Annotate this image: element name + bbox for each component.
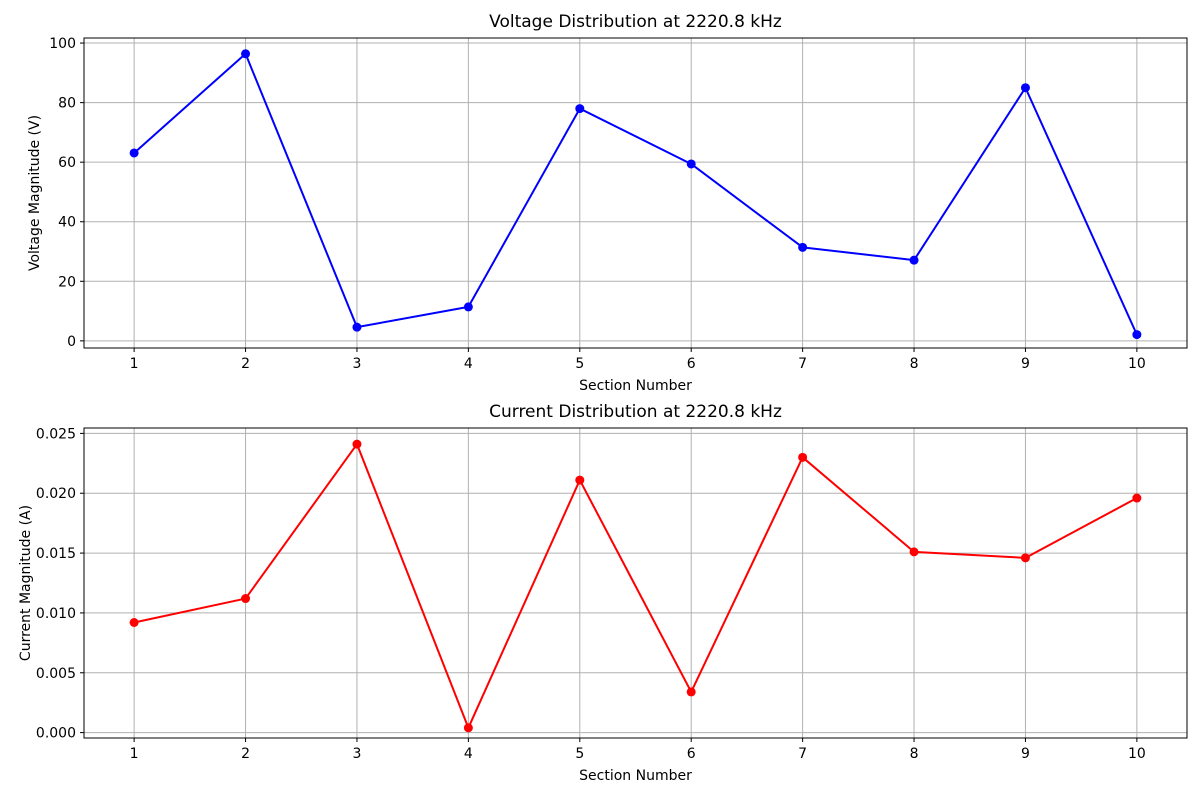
data-point-marker <box>909 547 919 557</box>
x-tick-label: 8 <box>910 356 919 372</box>
data-point-marker <box>798 242 808 252</box>
x-tick-label: 6 <box>687 356 696 372</box>
data-point-marker <box>686 159 696 169</box>
x-tick-label: 3 <box>353 356 362 372</box>
x-tick-label: 9 <box>1021 356 1030 372</box>
y-tick-label: 60 <box>58 155 76 171</box>
plot-area <box>84 428 1187 738</box>
y-tick-label: 0.010 <box>36 606 76 622</box>
axes-frame <box>83 37 1188 349</box>
data-point-marker <box>352 439 362 449</box>
data-point-marker <box>129 617 139 627</box>
data-point-marker <box>1020 83 1030 93</box>
data-point-marker <box>463 723 473 733</box>
plot-area <box>84 38 1187 348</box>
x-tick-label: 1 <box>130 356 139 372</box>
data-point-marker <box>241 594 251 604</box>
voltage-subplot: 1 2 3 4 5 6 7 8 9 10 0 20 40 60 80 100 Voltage Distribut… <box>27 12 1188 394</box>
current-chart: 1 2 3 4 5 6 7 8 9 10 0.000 0.005 0.010 0.015 0.020 0.02… <box>18 402 1188 784</box>
x-axis-label: Section Number <box>579 378 692 394</box>
y-tick-label: 0.025 <box>36 426 76 442</box>
x-tick-label: 5 <box>575 356 584 372</box>
y-tick-label: 0.015 <box>36 546 76 562</box>
x-tick-label: 1 <box>130 746 139 762</box>
x-tick-label: 4 <box>464 356 473 372</box>
y-axis-label: Current Magnitude (A) <box>18 505 34 661</box>
data-point-marker <box>798 452 808 462</box>
y-tick-label: 0.000 <box>36 726 76 742</box>
data-point-marker <box>241 49 251 59</box>
x-tick-label: 7 <box>798 356 807 372</box>
data-line <box>133 443 1138 729</box>
data-point-marker <box>1020 553 1030 563</box>
y-tick-label: 80 <box>58 96 76 112</box>
y-tick-label: 20 <box>58 274 76 290</box>
data-point-marker <box>129 148 139 158</box>
x-tick-label: 9 <box>1021 746 1030 762</box>
data-line <box>133 52 1138 336</box>
data-point-marker <box>463 302 473 312</box>
chart-title: Voltage Distribution at 2220.8 kHz <box>489 12 782 32</box>
x-tick-label: 10 <box>1128 356 1146 372</box>
x-tick-label: 3 <box>353 746 362 762</box>
chart-title: Current Distribution at 2220.8 kHz <box>489 402 782 422</box>
y-tick-label: 100 <box>49 36 76 52</box>
x-tick-label: 10 <box>1128 746 1146 762</box>
x-tick-label: 6 <box>687 746 696 762</box>
x-axis-label: Section Number <box>579 768 692 784</box>
x-tick-label: 4 <box>464 746 473 762</box>
y-tick-label: 0 <box>67 334 76 350</box>
data-point-marker <box>1132 330 1142 340</box>
data-point-marker <box>352 322 362 332</box>
current-subplot: 1 2 3 4 5 6 7 8 9 10 0.000 0.005 0.010 0.015 0.020 0.02… <box>0 400 1200 800</box>
y-axis-label: Voltage Magnitude (V) <box>27 115 43 271</box>
y-tick-label: 0.005 <box>36 666 76 682</box>
data-point-marker <box>1132 493 1142 503</box>
axes-frame <box>83 427 1188 739</box>
x-tick-label: 2 <box>241 356 250 372</box>
y-tick-label: 0.020 <box>36 486 76 502</box>
data-point-marker <box>575 104 585 114</box>
data-point-marker <box>909 255 919 265</box>
data-point-marker <box>575 475 585 485</box>
y-tick-label: 40 <box>58 215 76 231</box>
data-point-marker <box>686 687 696 697</box>
x-tick-label: 5 <box>575 746 584 762</box>
x-tick-label: 8 <box>910 746 919 762</box>
x-tick-label: 7 <box>798 746 807 762</box>
x-tick-label: 2 <box>241 746 250 762</box>
